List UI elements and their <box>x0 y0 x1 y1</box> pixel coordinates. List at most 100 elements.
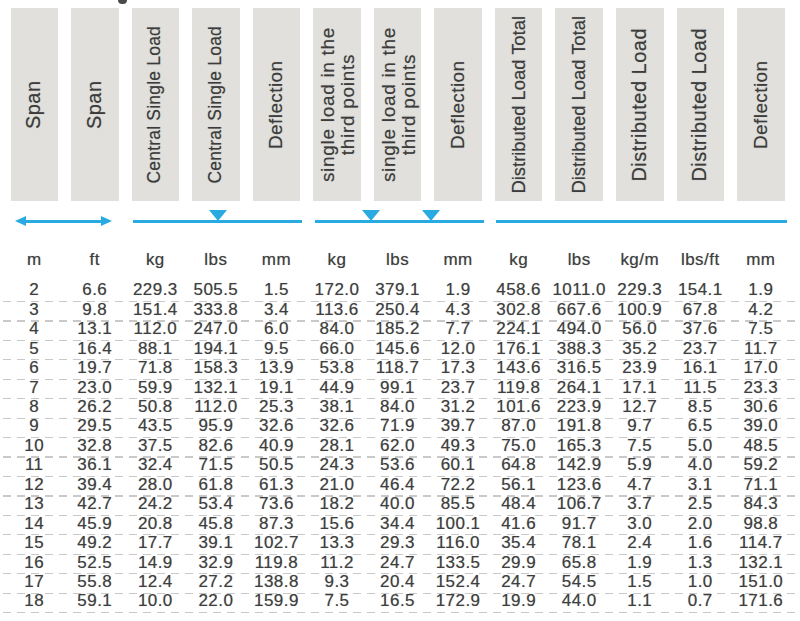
cell: 24.3 <box>305 455 369 474</box>
cell: 223.9 <box>547 397 611 416</box>
cell: 116.0 <box>426 533 490 552</box>
column-header-third-point-load-lbs: single load in the third points <box>374 8 422 201</box>
cell: 66.0 <box>305 339 369 358</box>
cell: 23.7 <box>668 339 732 358</box>
column-header-label: Central Single Load <box>206 9 226 201</box>
unit-distributed-load-total-kg: kg <box>487 251 551 269</box>
cell: 3.0 <box>608 514 672 533</box>
column-header-span-m: Span <box>11 8 59 201</box>
cell: 71.8 <box>123 358 187 377</box>
cell: 3.4 <box>244 300 308 319</box>
cell: 15 <box>2 533 66 552</box>
column-header-distributed-load-total-lbs: Distributed Load Total <box>555 8 603 201</box>
cell: 99.1 <box>366 378 430 397</box>
cell: 6.5 <box>668 416 732 435</box>
cell: 100.1 <box>426 514 490 533</box>
cell: 29.9 <box>487 553 551 572</box>
cell: 302.8 <box>487 300 551 319</box>
cell: 667.6 <box>547 300 611 319</box>
cell: 151.0 <box>729 572 793 591</box>
cell: 18 <box>2 591 66 610</box>
cell: 6.6 <box>63 280 127 299</box>
cell: 15.6 <box>305 514 369 533</box>
cell: 13.1 <box>63 319 127 338</box>
cell: 54.5 <box>547 572 611 591</box>
cell: 119.8 <box>487 378 551 397</box>
cell: 7.5 <box>729 319 793 338</box>
cell: 3 <box>2 300 66 319</box>
cell: 154.1 <box>668 280 732 299</box>
cell: 112.0 <box>184 397 248 416</box>
cell: 113.6 <box>305 300 369 319</box>
cell: 119.8 <box>244 553 308 572</box>
unit-span-ft: ft <box>63 251 127 269</box>
cell: 1.5 <box>608 572 672 591</box>
cell: 11 <box>2 455 66 474</box>
cell: 176.1 <box>487 339 551 358</box>
cell: 3.7 <box>608 494 672 513</box>
cell: 494.0 <box>547 319 611 338</box>
cell: 1.1 <box>608 591 672 610</box>
cell: 1.6 <box>668 533 732 552</box>
cell: 229.3 <box>123 280 187 299</box>
cell: 17.3 <box>426 358 490 377</box>
cell: 0.7 <box>668 591 732 610</box>
row-separator <box>3 612 796 613</box>
cell: 44.0 <box>547 591 611 610</box>
cell: 21.0 <box>305 475 369 494</box>
cell: 59.9 <box>123 378 187 397</box>
cell: 53.6 <box>366 455 430 474</box>
cell: 7.5 <box>608 436 672 455</box>
cell: 16.1 <box>668 358 732 377</box>
cell: 158.3 <box>184 358 248 377</box>
cell: 84.0 <box>305 319 369 338</box>
cell: 1.3 <box>668 553 732 572</box>
cell: 32.9 <box>184 553 248 572</box>
cell: 8 <box>2 397 66 416</box>
cell: 172.9 <box>426 591 490 610</box>
column-header-label: single load in the third points <box>378 9 417 201</box>
cell: 159.9 <box>244 591 308 610</box>
cell: 9.5 <box>244 339 308 358</box>
column-header-span-ft: Span <box>71 8 119 201</box>
cell: 32.6 <box>305 416 369 435</box>
cell: 4.3 <box>426 300 490 319</box>
cell: 16.5 <box>366 591 430 610</box>
beam-line <box>315 220 484 223</box>
cell: 62.0 <box>366 436 430 455</box>
cell: 106.7 <box>547 494 611 513</box>
cell: 13.9 <box>244 358 308 377</box>
cell: 45.9 <box>63 514 127 533</box>
cell: 10 <box>2 436 66 455</box>
cell: 23.9 <box>608 358 672 377</box>
cell: 133.5 <box>426 553 490 572</box>
cell: 191.8 <box>547 416 611 435</box>
cell: 250.4 <box>366 300 430 319</box>
cell: 84.3 <box>729 494 793 513</box>
cell: 5 <box>2 339 66 358</box>
cell: 194.1 <box>184 339 248 358</box>
cell: 224.1 <box>487 319 551 338</box>
cell: 18.2 <box>305 494 369 513</box>
column-header-label: Deflection <box>267 9 287 201</box>
cell: 7.5 <box>305 591 369 610</box>
unit-distributed-load-kgm: kg/m <box>608 251 672 269</box>
cell: 1.5 <box>244 280 308 299</box>
cell: 379.1 <box>366 280 430 299</box>
column-header-distributed-load-kgm: Distributed Load <box>616 8 664 201</box>
cell: 458.6 <box>487 280 551 299</box>
cell: 8.5 <box>668 397 732 416</box>
cell: 4 <box>2 319 66 338</box>
cell: 45.8 <box>184 514 248 533</box>
cell: 71.1 <box>729 475 793 494</box>
cell: 9 <box>2 416 66 435</box>
column-header-label: Distributed Load Total <box>569 9 589 201</box>
cell: 142.9 <box>547 455 611 474</box>
unit-central-single-load-kg: kg <box>123 251 187 269</box>
cell: 100.9 <box>608 300 672 319</box>
cell: 24.7 <box>487 572 551 591</box>
cell: 2.5 <box>668 494 732 513</box>
cell: 264.1 <box>547 378 611 397</box>
cell: 11.2 <box>305 553 369 572</box>
cell: 9.8 <box>63 300 127 319</box>
